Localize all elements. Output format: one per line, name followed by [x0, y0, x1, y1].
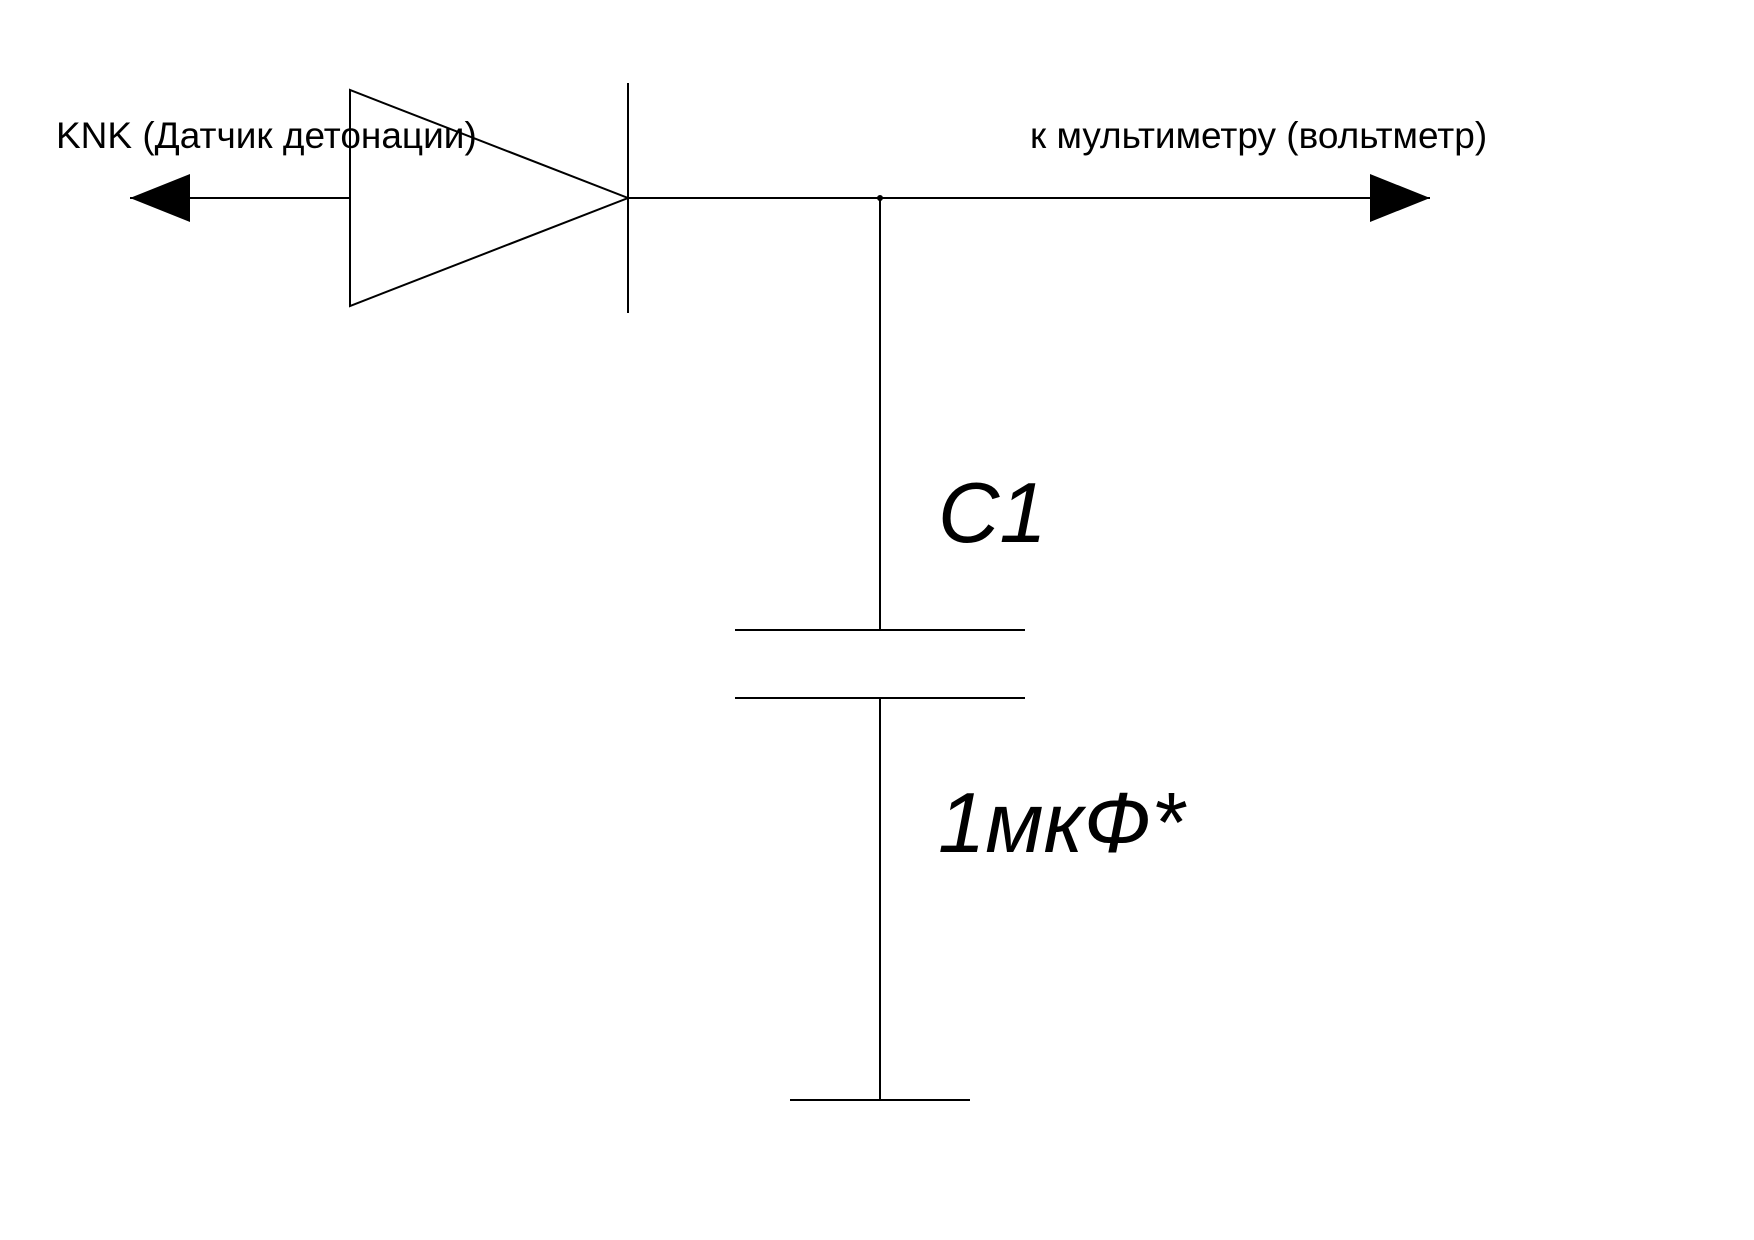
label-capacitor-name: C1: [938, 465, 1047, 563]
arrow-right: [1370, 174, 1430, 222]
circuit-svg: [0, 0, 1754, 1240]
label-left-terminal: KNK (Датчик детонации): [56, 115, 477, 157]
label-right-terminal: к мультиметру (вольтметр): [1030, 115, 1487, 157]
arrow-left: [130, 174, 190, 222]
label-capacitor-value: 1мкФ*: [938, 775, 1184, 873]
